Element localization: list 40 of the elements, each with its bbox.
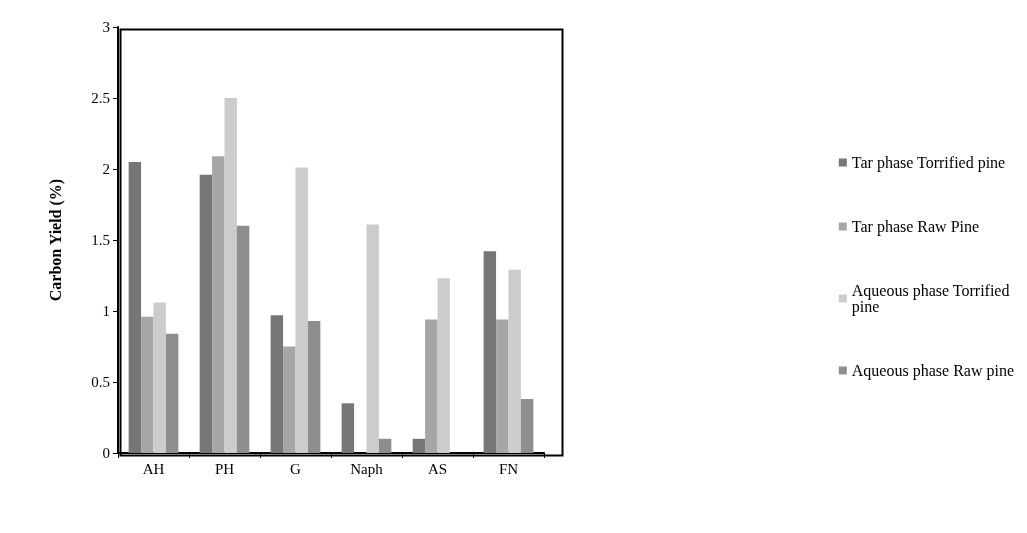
x-tick-label: AS <box>427 460 448 477</box>
bar <box>378 438 392 453</box>
y-tick-label: 2.5 <box>91 90 110 106</box>
bar <box>236 225 250 453</box>
bar <box>283 346 296 453</box>
x-tick-label: Naph <box>350 460 384 477</box>
y-tick-label: 0 <box>102 445 110 461</box>
x-tick-label: PH <box>214 460 235 477</box>
bar <box>165 333 179 453</box>
bar <box>141 316 154 453</box>
bar <box>483 251 497 453</box>
bar <box>341 403 355 453</box>
bar <box>496 319 509 453</box>
bar <box>153 302 166 453</box>
bar <box>508 269 521 453</box>
y-tick-label: 2 <box>102 161 110 177</box>
legend-label: Tar phase Torrified pine <box>851 154 1006 172</box>
y-axis-title: Carbon Yield (%) <box>46 178 65 302</box>
legend-label: Aqueous phase Raw pine <box>851 362 1014 380</box>
bar <box>270 315 284 453</box>
x-tick-label: FN <box>498 460 519 477</box>
y-tick-label: 1.5 <box>91 232 110 248</box>
y-tick-label: 3 <box>102 19 110 35</box>
legend-label: Aqueous phase Torrified pine <box>851 282 1014 316</box>
bar <box>224 98 237 453</box>
bar <box>212 156 225 453</box>
bar <box>366 224 379 453</box>
y-tick-label: 1 <box>102 303 110 319</box>
bar <box>425 319 438 453</box>
legend-label: Tar phase Raw Pine <box>851 218 980 236</box>
bar <box>128 161 142 453</box>
bar <box>307 320 321 453</box>
bar <box>520 399 534 453</box>
x-tick-label: G <box>290 460 302 477</box>
bar <box>412 438 426 453</box>
bar <box>437 278 450 453</box>
bar <box>295 167 308 453</box>
y-tick-label: 0.5 <box>91 374 110 390</box>
x-tick-label: AH <box>142 460 165 477</box>
bar <box>199 174 213 453</box>
